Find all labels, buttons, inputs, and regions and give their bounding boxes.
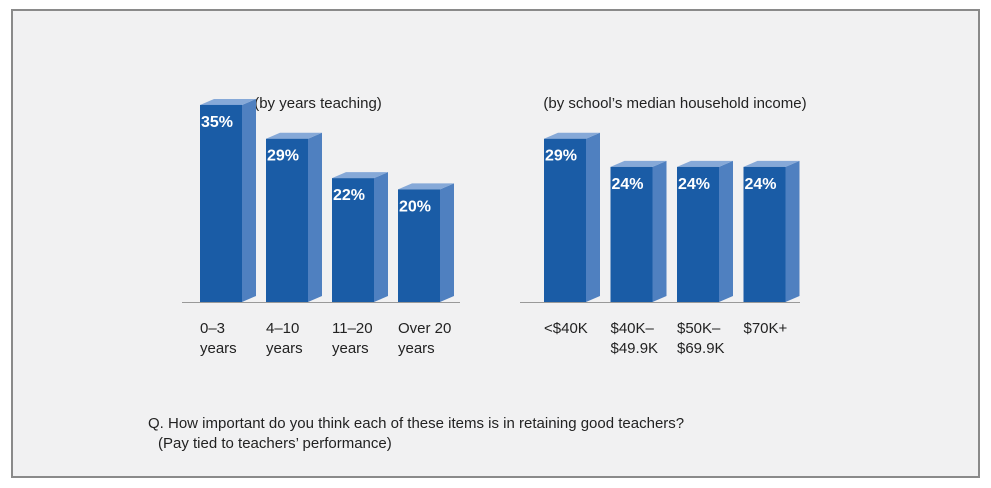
bar — [610, 166, 653, 302]
bar-top — [544, 132, 600, 139]
bar — [677, 166, 719, 302]
bar — [332, 178, 374, 302]
value-label: 29% — [267, 148, 299, 165]
x-tick-label: 0–3 years — [200, 320, 237, 357]
subtitle: (by years teaching) — [254, 95, 382, 112]
x-tick-label: $70K+ — [744, 320, 788, 337]
x-tick-label: 4–10 years — [266, 320, 303, 357]
bar — [266, 138, 308, 302]
bar-top — [266, 132, 322, 139]
value-label: 35% — [201, 114, 233, 131]
x-tick-label: $40K– $49.9K — [611, 320, 659, 357]
value-label: 24% — [745, 176, 777, 193]
bar-side — [308, 132, 322, 302]
value-label: 24% — [678, 176, 710, 193]
x-tick-label: $50K– $69.9K — [677, 320, 725, 357]
bar-side — [242, 98, 256, 302]
bar — [743, 166, 786, 302]
bar-side — [586, 132, 600, 302]
bar-top — [610, 160, 667, 167]
value-label: 20% — [399, 198, 431, 215]
x-tick-label: <$40K — [544, 320, 588, 337]
bar-side — [440, 183, 454, 302]
x-tick-label: 11–20 years — [332, 320, 373, 357]
value-label: 29% — [545, 148, 577, 165]
bar-top — [677, 160, 733, 167]
bar-side — [719, 160, 733, 302]
bar-top — [332, 172, 388, 179]
bar-top — [200, 98, 256, 105]
panel — [11, 9, 980, 478]
x-tick-label: Over 20 years — [398, 320, 451, 357]
value-label: 22% — [333, 187, 365, 204]
question: Q. How important do you think each of th… — [148, 415, 684, 432]
bar-side — [374, 172, 388, 302]
subtitle: (by school’s median household income) — [543, 95, 806, 112]
bar-top — [398, 183, 454, 190]
bar — [398, 189, 440, 302]
bar-top — [743, 160, 800, 167]
bar — [544, 138, 586, 302]
bar-side — [652, 160, 667, 302]
value-label: 24% — [612, 176, 644, 193]
bar-side — [785, 160, 800, 302]
bar — [200, 104, 242, 302]
question-note: (Pay tied to teachers’ performance) — [158, 435, 392, 452]
